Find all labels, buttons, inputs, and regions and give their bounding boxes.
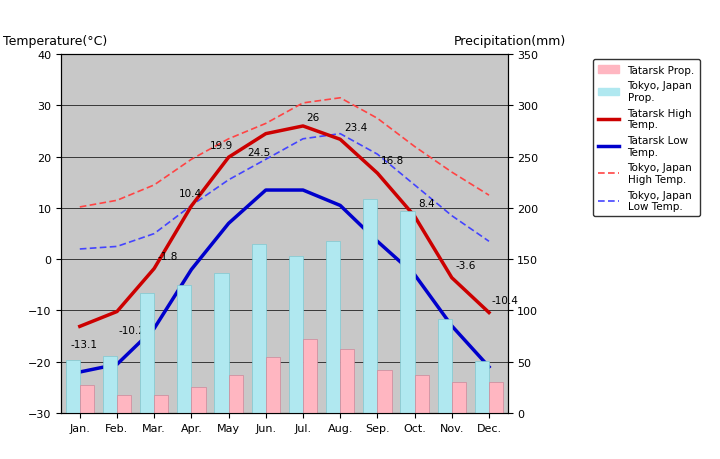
Bar — [192, 387, 205, 413]
Bar — [177, 285, 192, 413]
Text: 10.4: 10.4 — [179, 189, 202, 199]
Bar — [377, 370, 392, 413]
Bar — [326, 241, 340, 413]
Bar — [303, 340, 317, 413]
Bar — [140, 293, 154, 413]
Text: 24.5: 24.5 — [247, 147, 271, 157]
Text: -10.4: -10.4 — [492, 295, 519, 305]
Text: -1.8: -1.8 — [157, 251, 178, 261]
Bar — [228, 375, 243, 413]
Bar — [252, 244, 266, 413]
Legend: Tatarsk Prop., Tokyo, Japan
Prop., Tatarsk High
Temp., Tatarsk Low
Temp., Tokyo,: Tatarsk Prop., Tokyo, Japan Prop., Tatar… — [593, 60, 700, 217]
Bar — [489, 382, 503, 413]
Bar — [452, 382, 466, 413]
Bar — [415, 375, 428, 413]
Text: 8.4: 8.4 — [418, 199, 435, 209]
Bar — [364, 199, 377, 413]
Text: -3.6: -3.6 — [456, 260, 476, 270]
Text: 19.9: 19.9 — [210, 140, 233, 150]
Bar — [438, 319, 452, 413]
Text: 23.4: 23.4 — [344, 123, 367, 132]
Bar — [66, 360, 80, 413]
Text: Temperature(°C): Temperature(°C) — [3, 35, 107, 48]
Text: -13.1: -13.1 — [71, 340, 97, 350]
Text: 26: 26 — [306, 112, 319, 123]
Bar — [289, 257, 303, 413]
Bar — [215, 273, 229, 413]
Text: -10.2: -10.2 — [119, 325, 145, 335]
Bar — [340, 350, 354, 413]
Bar — [154, 395, 168, 413]
Bar — [103, 356, 117, 413]
Bar — [117, 395, 131, 413]
Text: Precipitation(mm): Precipitation(mm) — [454, 35, 566, 48]
Text: 16.8: 16.8 — [381, 156, 405, 166]
Bar — [475, 361, 489, 413]
Bar — [80, 386, 94, 413]
Bar — [266, 357, 280, 413]
Bar — [400, 212, 415, 413]
